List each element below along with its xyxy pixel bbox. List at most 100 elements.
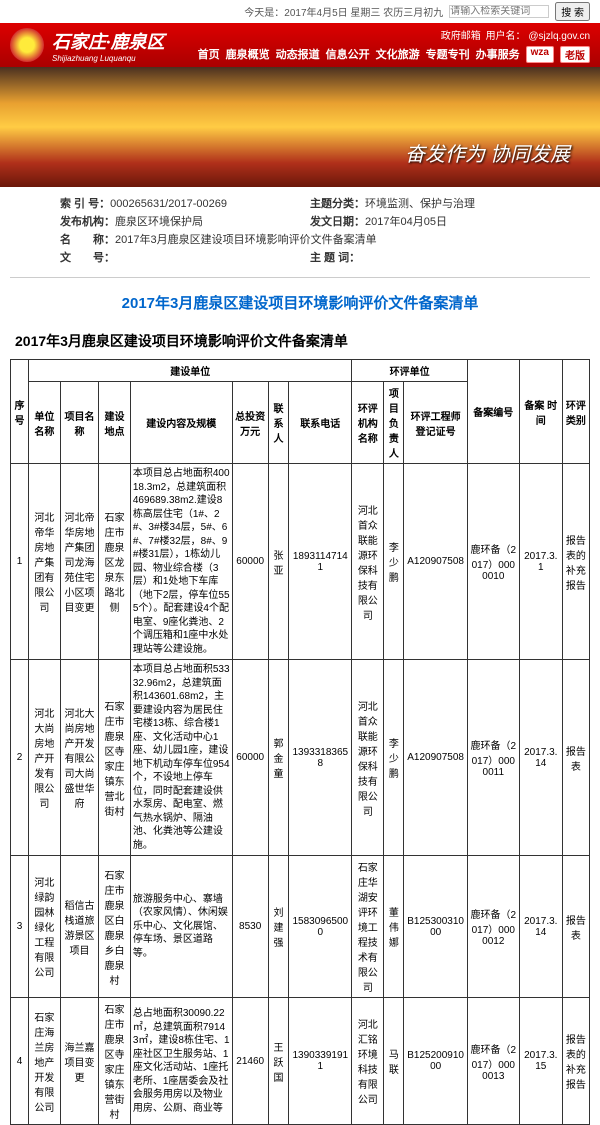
cell-seq: 2 [11, 660, 29, 856]
cell-proj: 海兰嘉项目变更 [60, 998, 98, 1125]
cell-contact: 王跃国 [268, 998, 288, 1125]
main-nav: 首页 鹿泉概览 动态报道 信息公开 文化旅游 专题专刊 办事服务 wza 老版 [198, 46, 590, 63]
th-env-group: 环评单位 [352, 360, 467, 382]
cell-seq: 1 [11, 464, 29, 660]
cell-seq: 4 [11, 998, 29, 1125]
cell-contact: 刘建强 [268, 856, 288, 998]
cell-desc: 本项目总占地面积53332.96m2，总建筑面积143601.68m2，主要建设… [130, 660, 232, 856]
cell-proj: 河北大尚房地产开发有限公司大尚盛世华府 [60, 660, 98, 856]
cell-date: 2017.3.14 [519, 660, 562, 856]
cell-env: 河北首众联能源环保科技有限公司 [352, 464, 384, 660]
nav-home[interactable]: 首页 [198, 46, 220, 63]
meta-info: 索 引 号：000265631/2017-00269 主题分类：环境监测、保护与… [10, 187, 590, 278]
table-row: 1河北帝华房地产集团有限公司河北帝华房地产集团司龙海苑住宅小区项目变更石家庄市鹿… [11, 464, 590, 660]
meta-date-val: 2017年04月05日 [365, 216, 447, 228]
cell-fileno: 鹿环备（2017）0000010 [467, 464, 519, 660]
meta-index-lbl: 索 引 号： [60, 198, 110, 210]
search-button[interactable]: 搜 索 [555, 2, 590, 21]
emblem-icon [10, 28, 44, 62]
banner-slogan: 奋发作为 协同发展 [405, 138, 570, 167]
th-head: 项目负责人 [384, 382, 404, 464]
th-cert: 环评工程师登记证号 [404, 382, 467, 464]
cell-loc: 石家庄市鹿泉区白鹿泉乡白鹿泉村 [99, 856, 131, 998]
sub-title: 2017年3月鹿泉区建设项目环境影响评价文件备案清单 [0, 331, 600, 359]
th-proj: 项目名称 [60, 382, 98, 464]
th-seq: 序号 [11, 360, 29, 464]
meta-index-val: 000265631/2017-00269 [110, 198, 227, 210]
meta-date-lbl: 发文日期： [310, 216, 365, 228]
link-mail[interactable]: 政府邮箱 [441, 31, 481, 42]
cell-phone: 13933183658 [289, 660, 352, 856]
nav-topic[interactable]: 专题专刊 [426, 46, 470, 63]
top-bar: 今天是：2017年4月5日 星期三 农历三月初九 搜 索 [0, 0, 600, 23]
cell-unit: 河北帝华房地产集团有限公司 [29, 464, 61, 660]
nav-wza[interactable]: wza [526, 46, 554, 63]
th-loc: 建设地点 [99, 382, 131, 464]
cell-seq: 3 [11, 856, 29, 998]
cell-loc: 石家庄市鹿泉区寺家庄镇东营北街村 [99, 660, 131, 856]
cell-type: 报告表 [562, 660, 589, 856]
cell-type: 报告表的补充报告 [562, 464, 589, 660]
header-links: 政府邮箱 用户名： @sjzlq.gov.cn [439, 27, 590, 42]
table-row: 3河北绿韵园林绿化工程有限公司稻信古栈道旅游景区项目石家庄市鹿泉区白鹿泉乡白鹿泉… [11, 856, 590, 998]
th-fileno: 备案编号 [467, 360, 519, 464]
cell-phone: 13903391911 [289, 998, 352, 1125]
nav-news[interactable]: 动态报道 [276, 46, 320, 63]
cell-date: 2017.3.15 [519, 998, 562, 1125]
cell-inv: 60000 [232, 464, 268, 660]
meta-topic-val: 环境监测、保护与治理 [365, 198, 475, 210]
cell-unit: 河北绿韵园林绿化工程有限公司 [29, 856, 61, 998]
cell-head: 马联 [384, 998, 404, 1125]
cell-desc: 总占地面积30090.22㎡，总建筑面积79143㎡，建设8栋住宅、1座社区卫生… [130, 998, 232, 1125]
cell-cert: B12520091000 [404, 998, 467, 1125]
link-user: 用户名： [486, 31, 526, 42]
th-desc: 建设内容及规模 [130, 382, 232, 464]
meta-topic-lbl: 主题分类： [310, 198, 365, 210]
meta-org-val: 鹿泉区环境保护局 [115, 216, 203, 228]
cell-contact: 郭金童 [268, 660, 288, 856]
cell-inv: 21460 [232, 998, 268, 1125]
cell-fileno: 鹿环备（2017）0000011 [467, 660, 519, 856]
cell-date: 2017.3.1 [519, 464, 562, 660]
cell-type: 报告表 [562, 856, 589, 998]
table-row: 2河北大尚房地产开发有限公司河北大尚房地产开发有限公司大尚盛世华府石家庄市鹿泉区… [11, 660, 590, 856]
cell-cert: B12530031000 [404, 856, 467, 998]
cell-cert: A120907508 [404, 464, 467, 660]
nav-info[interactable]: 信息公开 [326, 46, 370, 63]
cell-inv: 60000 [232, 660, 268, 856]
cell-head: 李少鹏 [384, 660, 404, 856]
link-domain: @sjzlq.gov.cn [528, 31, 590, 42]
meta-docno-lbl: 文 号： [60, 252, 115, 264]
cell-proj: 稻信古栈道旅游景区项目 [60, 856, 98, 998]
nav-service[interactable]: 办事服务 [476, 46, 520, 63]
nav-overview[interactable]: 鹿泉概览 [226, 46, 270, 63]
site-name-cn: 石家庄·鹿泉区 [52, 28, 165, 54]
table-row: 4石家庄海兰房地产开发有限公司海兰嘉项目变更石家庄市鹿泉区寺家庄镇东营街村总占地… [11, 998, 590, 1125]
th-inv: 总投资 万元 [232, 382, 268, 464]
site-name: 石家庄·鹿泉区 Shijiazhuang Luquanqu [52, 28, 165, 63]
date-text: 今天是：2017年4月5日 星期三 农历三月初九 [244, 4, 443, 19]
cell-loc: 石家庄市鹿泉区寺家庄镇东营街村 [99, 998, 131, 1125]
nav-old[interactable]: 老版 [560, 46, 590, 63]
site-name-py: Shijiazhuang Luquanqu [52, 54, 165, 63]
meta-kw-lbl: 主 题 词： [310, 252, 360, 264]
th-envunit: 环评机构名称 [352, 382, 384, 464]
cell-fileno: 鹿环备（2017）0000012 [467, 856, 519, 998]
banner: 奋发作为 协同发展 [0, 67, 600, 187]
th-build-group: 建设单位 [29, 360, 352, 382]
search-input[interactable] [449, 5, 549, 18]
cell-inv: 8530 [232, 856, 268, 998]
meta-name-val: 2017年3月鹿泉区建设项目环境影响评价文件备案清单 [115, 234, 377, 246]
cell-phone: 18931147141 [289, 464, 352, 660]
cell-proj: 河北帝华房地产集团司龙海苑住宅小区项目变更 [60, 464, 98, 660]
cell-head: 李少鹏 [384, 464, 404, 660]
cell-unit: 河北大尚房地产开发有限公司 [29, 660, 61, 856]
nav-culture[interactable]: 文化旅游 [376, 46, 420, 63]
th-contact: 联系人 [268, 382, 288, 464]
th-unit: 单位名称 [29, 382, 61, 464]
cell-date: 2017.3.14 [519, 856, 562, 998]
cell-env: 河北汇铭环境科技有限公司 [352, 998, 384, 1125]
cell-env: 河北首众联能源环保科技有限公司 [352, 660, 384, 856]
cell-desc: 旅游服务中心、寨墙（农家风情）、休闲娱乐中心、文化展馆、停车场、景区道路等。 [130, 856, 232, 998]
cell-fileno: 鹿环备（2017）0000013 [467, 998, 519, 1125]
